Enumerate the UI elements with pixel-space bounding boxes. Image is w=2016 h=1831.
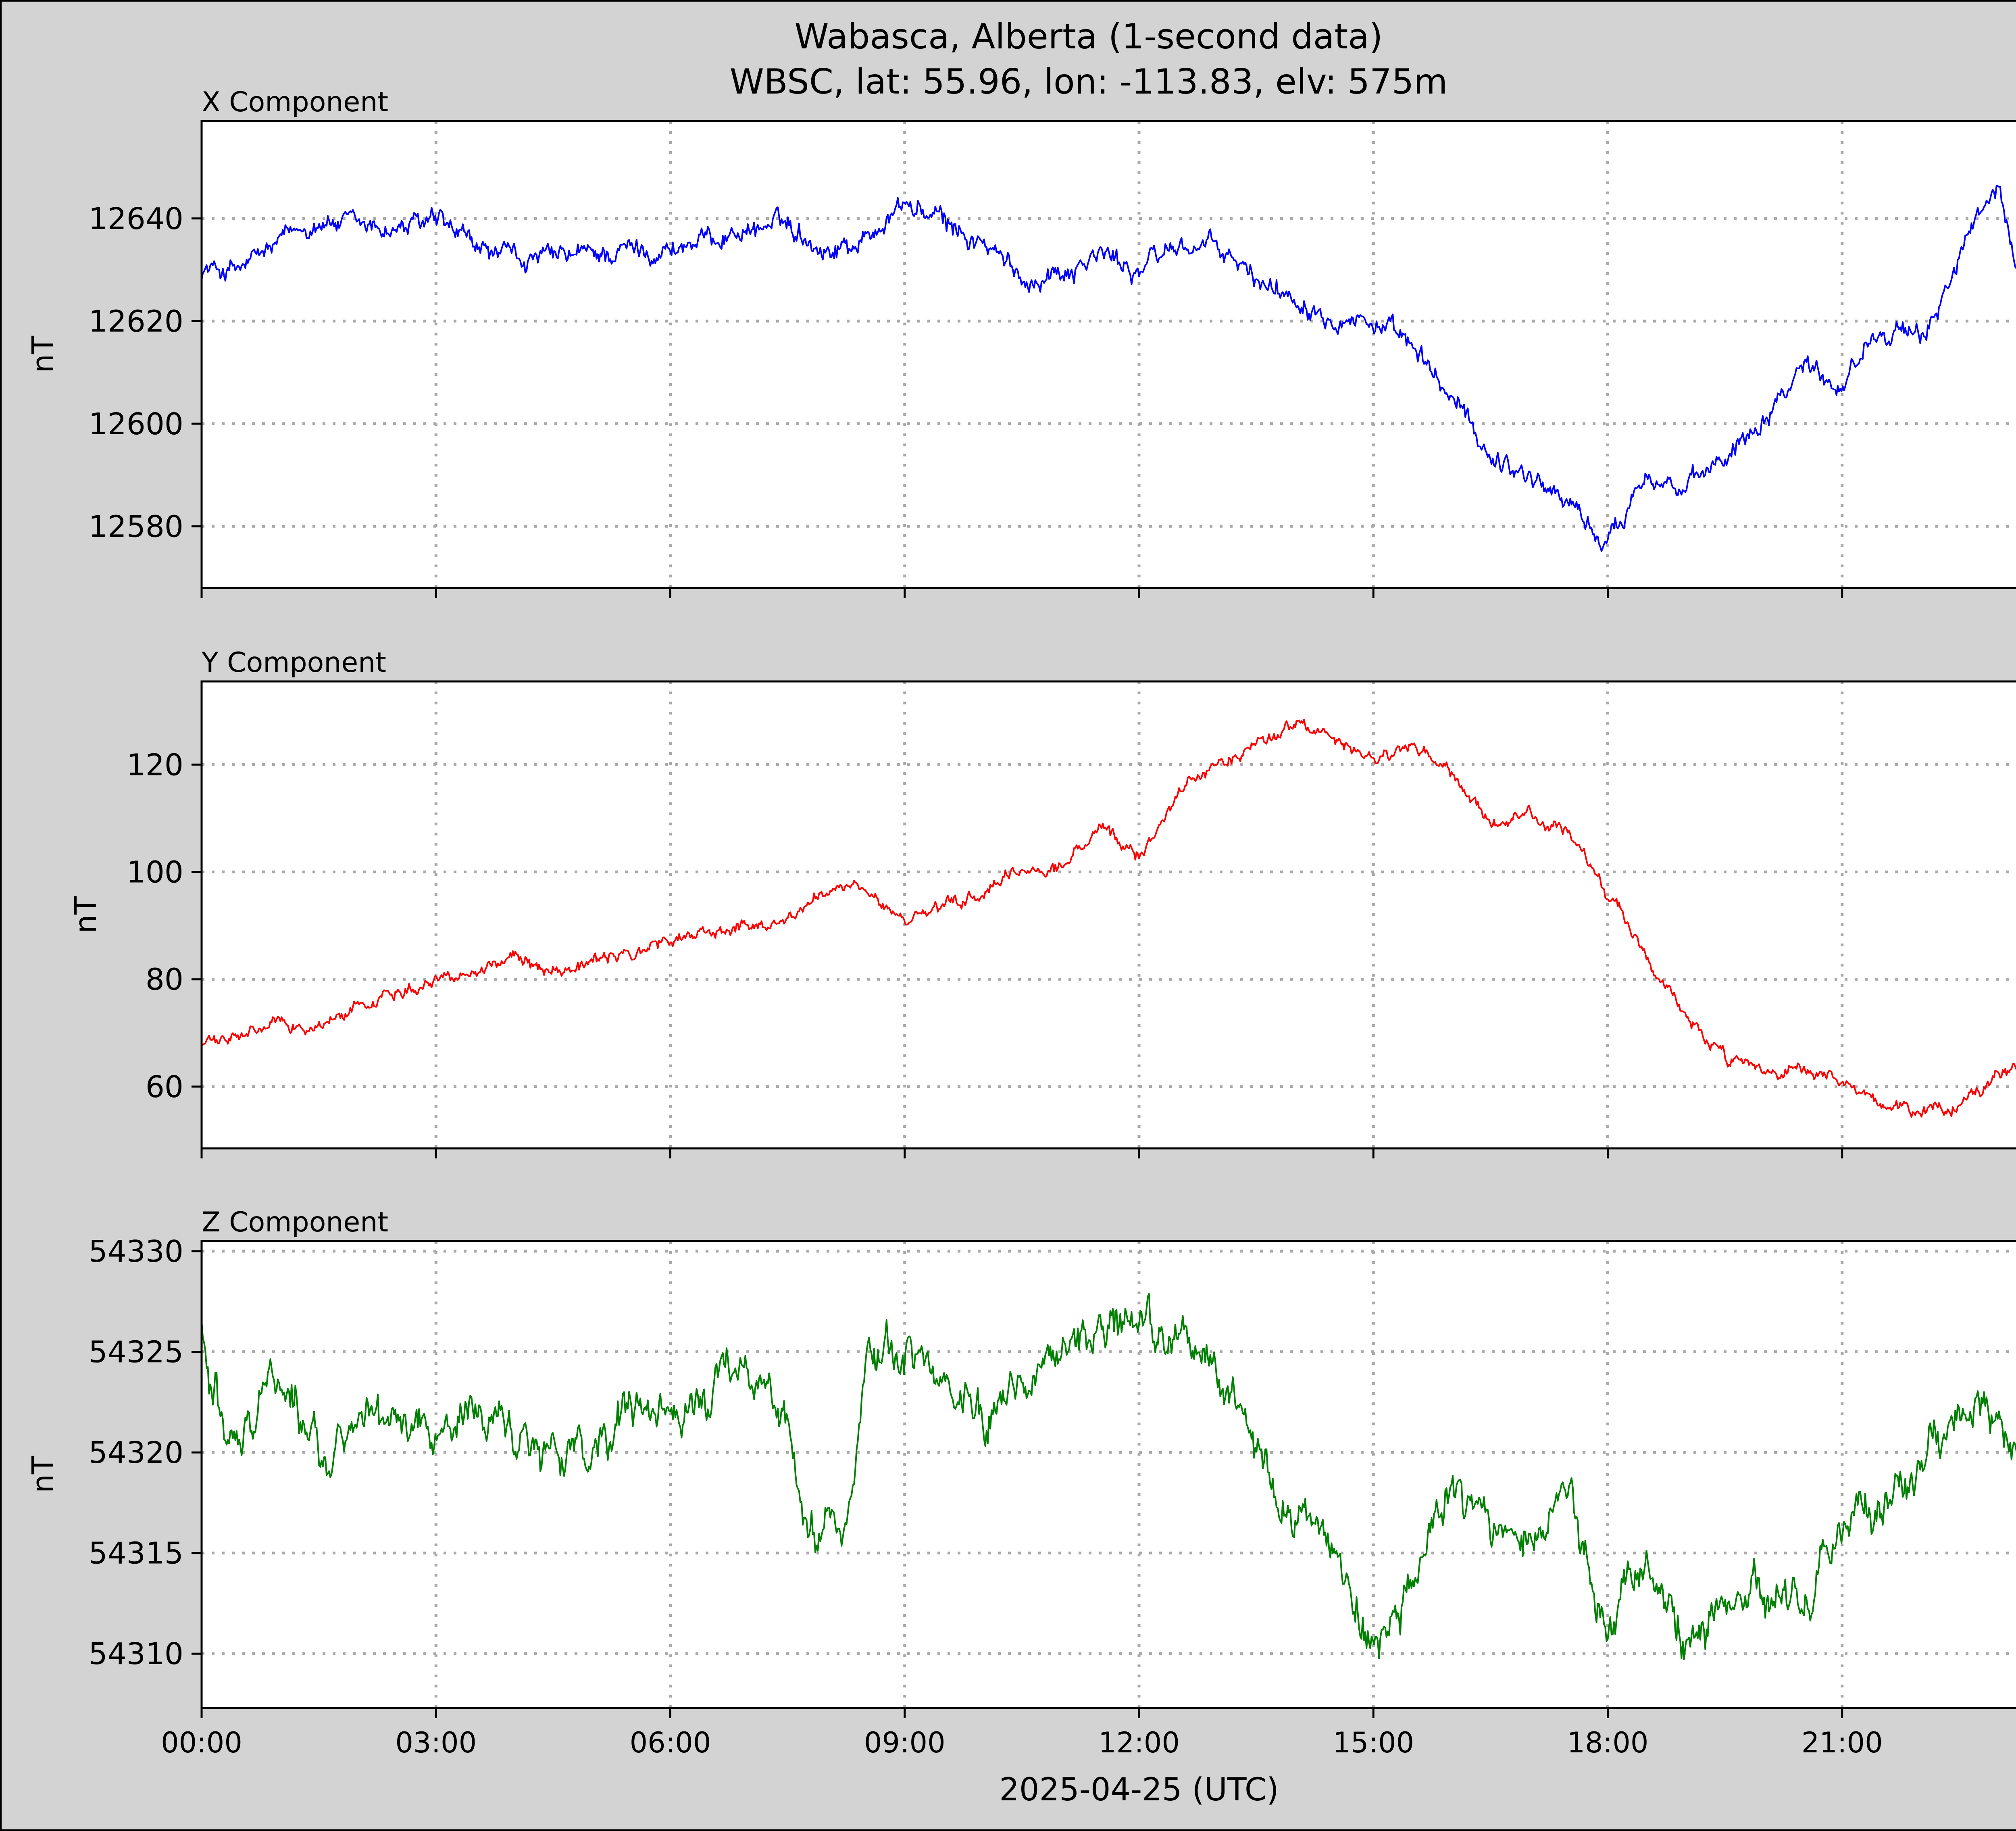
y-tick-label: 12600 <box>89 407 183 442</box>
series-line-y <box>201 719 2016 1118</box>
x-tick-label: 00:00 <box>161 1726 242 1759</box>
x-tick-label: 09:00 <box>864 1726 946 1759</box>
panel-1: 12580 12600 12620 12640 nT X Component <box>26 86 2016 598</box>
y-tick-label: 100 <box>127 855 183 890</box>
y-tick-label: 12620 <box>89 304 183 339</box>
panel-2: 60 80 100 120 nT Y Component <box>69 647 2016 1158</box>
y-tick-label: 60 <box>146 1070 183 1104</box>
y-tick-label: 120 <box>127 748 183 782</box>
series-line-z <box>201 1293 2016 1660</box>
series-line-x <box>201 185 2016 552</box>
figure-title-line1: Wabasca, Alberta (1-second data) <box>795 17 1383 57</box>
x-tick-label: 03:00 <box>395 1726 477 1759</box>
x-tick-label: 15:00 <box>1333 1726 1414 1759</box>
x-axis-label: 2025-04-25 (UTC) <box>999 1772 1279 1808</box>
x-tick-label: 18:00 <box>1567 1726 1649 1759</box>
y-tick-label: 54325 <box>89 1335 183 1370</box>
y-tick-label: 54315 <box>89 1536 183 1571</box>
y-axis-label: nT <box>26 1456 60 1493</box>
panel-title: Z Component <box>202 1206 388 1238</box>
y-tick-label: 12580 <box>89 509 183 544</box>
figure-title-line2: WBSC, lat: 55.96, lon: -113.83, elv: 575… <box>730 62 1448 102</box>
panel-title: X Component <box>202 86 388 118</box>
x-tick-label: 12:00 <box>1098 1726 1180 1759</box>
y-tick-label: 54310 <box>89 1637 183 1671</box>
y-axis-label: nT <box>26 335 60 373</box>
plot-area <box>202 681 2016 1148</box>
panel-title: Y Component <box>201 647 386 679</box>
y-tick-label: 54330 <box>89 1234 183 1269</box>
plot-area <box>202 121 2016 588</box>
x-tick-label: 06:00 <box>630 1726 711 1759</box>
panel-3: 00:00 03:00 06:00 09:00 12:00 15:00 18:00 21:00… <box>26 1206 2016 1759</box>
y-tick-label: 54320 <box>89 1435 183 1470</box>
panels: 12580 12600 12620 12640 nT X Component 60 80 100… <box>26 86 2016 1759</box>
y-axis-label: nT <box>69 896 103 933</box>
plot-area <box>202 1241 2016 1708</box>
y-tick-label: 12640 <box>89 202 183 236</box>
y-tick-label: 80 <box>146 962 183 997</box>
x-tick-label: 21:00 <box>1801 1726 1883 1759</box>
